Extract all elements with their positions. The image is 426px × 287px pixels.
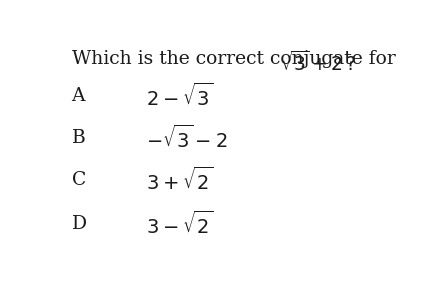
Text: A: A [72,87,85,105]
Text: Which is the correct conjugate for: Which is the correct conjugate for [72,50,400,68]
Text: B: B [72,129,85,147]
Text: $-\sqrt{3} - 2$: $-\sqrt{3} - 2$ [146,125,227,152]
Text: $2 - \sqrt{3}$: $2 - \sqrt{3}$ [146,83,213,110]
Text: $3 - \sqrt{2}$: $3 - \sqrt{2}$ [146,211,213,238]
Text: $\sqrt{3} + 2\,?$: $\sqrt{3} + 2\,?$ [279,51,356,75]
Text: D: D [72,216,86,234]
Text: $3 + \sqrt{2}$: $3 + \sqrt{2}$ [146,167,213,194]
Text: C: C [72,171,86,189]
